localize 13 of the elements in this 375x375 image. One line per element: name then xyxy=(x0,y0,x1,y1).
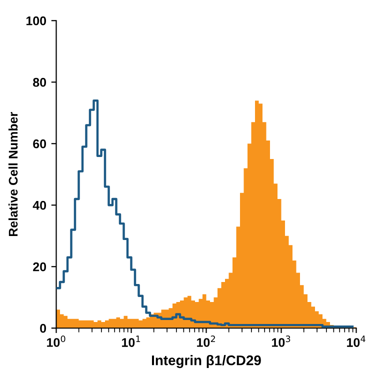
x-tick-label: 10$^{0}$ xyxy=(47,336,66,347)
x-tick-label: 10$^{3}$ xyxy=(272,336,290,347)
y-tick-label: 80 xyxy=(33,78,46,87)
y-tick-label: 20 xyxy=(33,262,46,272)
y-axis-title: Relative Cell Number xyxy=(8,112,18,236)
x-tick-label: 10$^{2}$ xyxy=(197,336,215,347)
x-tick-label: 10$^{4}$ xyxy=(347,336,366,347)
y-tick-label: 0 xyxy=(40,324,46,333)
y-tick-label: 40 xyxy=(32,200,46,210)
y-tick-label: 60 xyxy=(33,139,46,148)
x-tick-label: 10$^{1}$ xyxy=(122,336,140,347)
y-tick-label: 100 xyxy=(26,16,46,26)
x-axis-title: Integrin β1/CD29 xyxy=(152,355,261,368)
